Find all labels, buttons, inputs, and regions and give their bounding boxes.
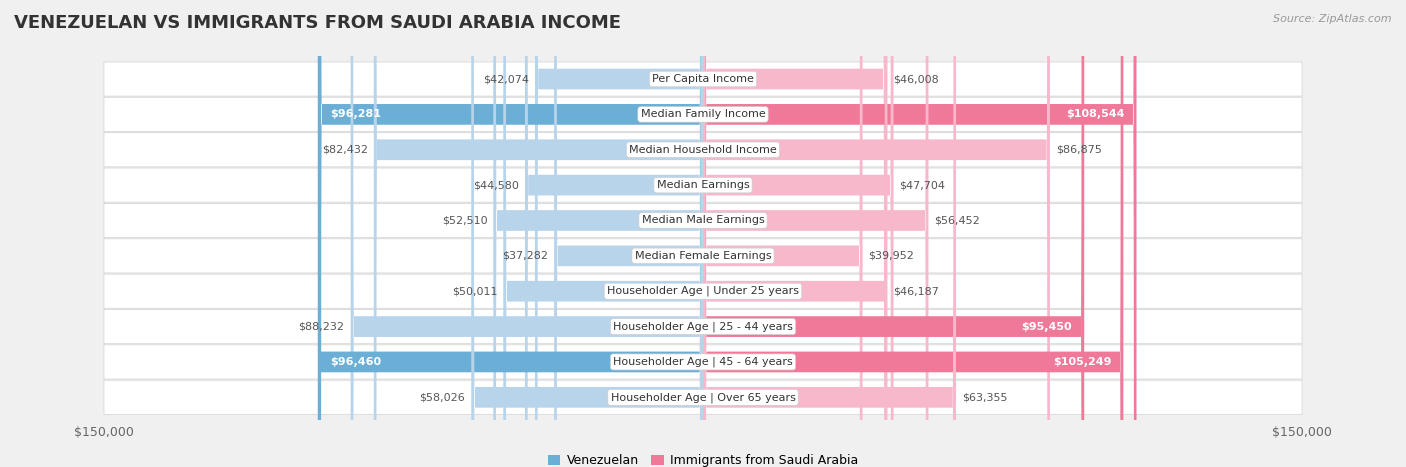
Text: Householder Age | 45 - 64 years: Householder Age | 45 - 64 years <box>613 357 793 367</box>
Text: $39,952: $39,952 <box>869 251 914 261</box>
Text: VENEZUELAN VS IMMIGRANTS FROM SAUDI ARABIA INCOME: VENEZUELAN VS IMMIGRANTS FROM SAUDI ARAB… <box>14 14 621 32</box>
Text: $47,704: $47,704 <box>900 180 945 190</box>
Text: $37,282: $37,282 <box>502 251 548 261</box>
Text: $52,510: $52,510 <box>441 215 488 226</box>
Text: $63,355: $63,355 <box>962 392 1008 402</box>
FancyBboxPatch shape <box>534 0 703 467</box>
FancyBboxPatch shape <box>104 310 1302 344</box>
Text: Householder Age | 25 - 44 years: Householder Age | 25 - 44 years <box>613 321 793 332</box>
FancyBboxPatch shape <box>703 0 1084 467</box>
FancyBboxPatch shape <box>703 0 1123 467</box>
FancyBboxPatch shape <box>494 0 703 467</box>
FancyBboxPatch shape <box>703 0 1050 467</box>
FancyBboxPatch shape <box>104 204 1302 238</box>
FancyBboxPatch shape <box>471 0 703 467</box>
Text: $95,450: $95,450 <box>1022 322 1073 332</box>
FancyBboxPatch shape <box>554 0 703 467</box>
Text: $58,026: $58,026 <box>419 392 465 402</box>
FancyBboxPatch shape <box>703 0 887 467</box>
Text: $50,011: $50,011 <box>451 286 498 296</box>
Text: $88,232: $88,232 <box>298 322 344 332</box>
Text: $96,281: $96,281 <box>330 109 381 120</box>
Text: $108,544: $108,544 <box>1066 109 1125 120</box>
FancyBboxPatch shape <box>703 0 1136 467</box>
Text: $46,187: $46,187 <box>893 286 939 296</box>
Text: Householder Age | Over 65 years: Householder Age | Over 65 years <box>610 392 796 403</box>
FancyBboxPatch shape <box>104 239 1302 273</box>
FancyBboxPatch shape <box>374 0 703 467</box>
Text: Median Earnings: Median Earnings <box>657 180 749 190</box>
FancyBboxPatch shape <box>319 0 703 467</box>
Text: $46,008: $46,008 <box>893 74 938 84</box>
FancyBboxPatch shape <box>104 133 1302 167</box>
FancyBboxPatch shape <box>318 0 703 467</box>
FancyBboxPatch shape <box>703 0 956 467</box>
Text: $86,875: $86,875 <box>1056 145 1102 155</box>
Legend: Venezuelan, Immigrants from Saudi Arabia: Venezuelan, Immigrants from Saudi Arabia <box>543 449 863 467</box>
FancyBboxPatch shape <box>104 345 1302 379</box>
FancyBboxPatch shape <box>503 0 703 467</box>
Text: Per Capita Income: Per Capita Income <box>652 74 754 84</box>
FancyBboxPatch shape <box>104 97 1302 132</box>
Text: $96,460: $96,460 <box>330 357 381 367</box>
Text: $105,249: $105,249 <box>1053 357 1111 367</box>
Text: Householder Age | Under 25 years: Householder Age | Under 25 years <box>607 286 799 297</box>
FancyBboxPatch shape <box>104 168 1302 202</box>
Text: $56,452: $56,452 <box>935 215 980 226</box>
Text: Median Household Income: Median Household Income <box>628 145 778 155</box>
Text: $44,580: $44,580 <box>472 180 519 190</box>
FancyBboxPatch shape <box>703 0 862 467</box>
FancyBboxPatch shape <box>703 0 928 467</box>
FancyBboxPatch shape <box>104 62 1302 96</box>
FancyBboxPatch shape <box>350 0 703 467</box>
FancyBboxPatch shape <box>104 380 1302 414</box>
FancyBboxPatch shape <box>104 274 1302 308</box>
Text: Median Family Income: Median Family Income <box>641 109 765 120</box>
Text: Median Female Earnings: Median Female Earnings <box>634 251 772 261</box>
FancyBboxPatch shape <box>703 0 887 467</box>
Text: $42,074: $42,074 <box>484 74 529 84</box>
Text: $82,432: $82,432 <box>322 145 368 155</box>
Text: Median Male Earnings: Median Male Earnings <box>641 215 765 226</box>
Text: Source: ZipAtlas.com: Source: ZipAtlas.com <box>1274 14 1392 24</box>
FancyBboxPatch shape <box>703 0 894 467</box>
FancyBboxPatch shape <box>524 0 703 467</box>
